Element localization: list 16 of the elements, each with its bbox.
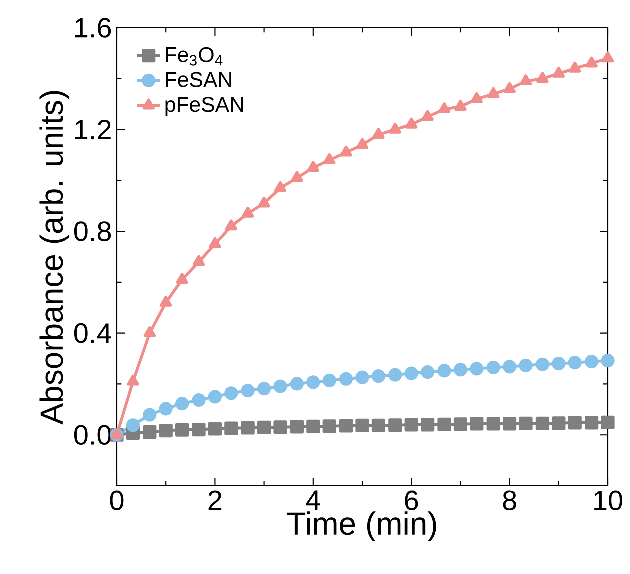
x-axis-title: Time (min) bbox=[287, 512, 436, 542]
legend-label: FeSAN bbox=[166, 72, 232, 88]
x-tick-label: 0 bbox=[110, 490, 124, 511]
y-axis-title: Absorbance (arb. units) bbox=[40, 91, 70, 425]
x-tick-label: 2 bbox=[208, 490, 222, 510]
x-tick-label: 10 bbox=[594, 490, 622, 511]
y-tick-label: 1.2 bbox=[76, 120, 111, 140]
y-tick-label: 0.4 bbox=[74, 323, 112, 344]
y-tick-label: 1.6 bbox=[76, 18, 112, 38]
x-tick-label: 6 bbox=[405, 490, 418, 511]
x-tick-label: 4 bbox=[306, 490, 320, 510]
legend-label: Fe$_{3}$O$_{4}$ bbox=[166, 47, 223, 66]
y-tick-label: 0.0 bbox=[74, 425, 112, 446]
y-tick-label: 0.8 bbox=[74, 222, 112, 242]
legend-label: pFeSAN bbox=[166, 97, 244, 116]
x-tick-label: 8 bbox=[503, 490, 516, 511]
